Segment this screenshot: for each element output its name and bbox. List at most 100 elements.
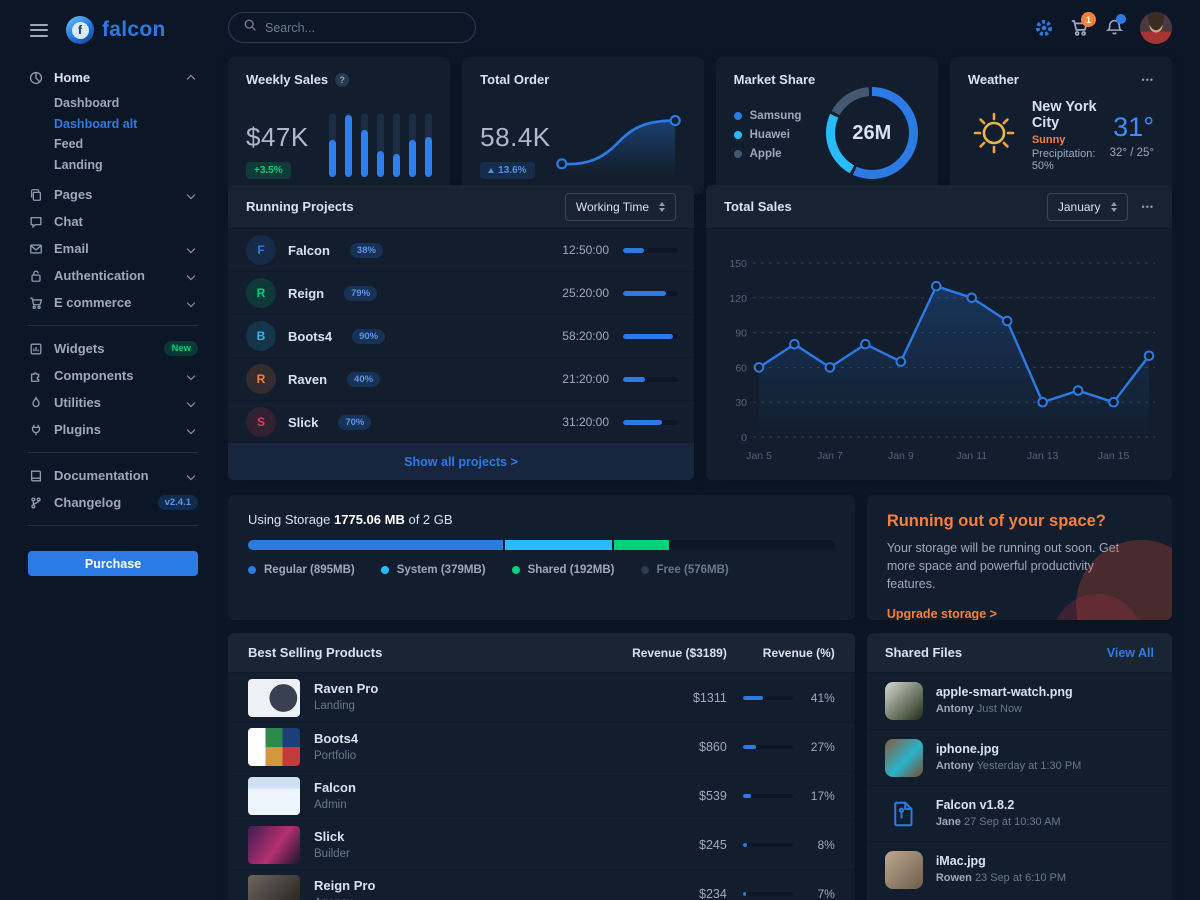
file-name-link[interactable]: iMac.jpg	[935, 853, 986, 868]
sidebar-item-landing[interactable]: Landing	[54, 157, 103, 172]
project-name-link[interactable]: Raven	[288, 371, 328, 387]
version-badge: v2.4.1	[157, 495, 198, 510]
product-category: Builder	[314, 847, 350, 860]
product-name-link[interactable]: Raven Pro	[314, 681, 379, 696]
weekly-sales-bar	[377, 113, 385, 177]
legend-item: Apple	[733, 148, 802, 160]
products-files-row: Best Selling Products Revenue ($3189) Re…	[228, 633, 1172, 900]
upgrade-storage-link[interactable]: Upgrade storage >	[886, 607, 997, 620]
sidebar-item-changelog[interactable]: Changelog v2.4.1	[28, 489, 198, 516]
purchase-button[interactable]: Purchase	[28, 551, 198, 576]
product-price: $234	[699, 887, 727, 900]
card-menu-icon[interactable]: •••	[1141, 74, 1154, 85]
sidebar-item-dashboard-alt[interactable]: Dashboard alt	[54, 116, 138, 131]
project-progress-bar	[623, 376, 678, 382]
file-meta: Rowen 23 Sep at 6:10 PM	[935, 871, 1067, 884]
falcon-logo-icon: f	[66, 16, 94, 44]
search-input[interactable]	[265, 20, 461, 35]
show-all-projects-link[interactable]: Show all projects >	[404, 454, 518, 469]
weather-precipitation: Precipitation: 50%	[1031, 147, 1096, 172]
sidebar-item-feed[interactable]: Feed	[54, 137, 84, 151]
running-projects-card: Running Projects Working Time F Falcon 3…	[228, 185, 694, 480]
file-thumbnail	[884, 682, 923, 720]
card-title: Shared Files	[884, 645, 963, 660]
sidebar-item-utilities[interactable]: Utilities	[28, 389, 198, 416]
file-thumbnail	[884, 738, 923, 777]
legend-dot	[380, 566, 389, 574]
svg-text:150: 150	[729, 258, 747, 270]
gear-icon[interactable]	[1034, 18, 1054, 38]
legend-dot	[733, 150, 742, 158]
project-name-link[interactable]: Falcon	[288, 242, 330, 258]
project-name-link[interactable]: Slick	[288, 414, 319, 430]
cart-count-badge: 1	[1081, 12, 1096, 27]
sidebar-item-email[interactable]: Email	[28, 235, 198, 262]
sidebar-item-dashboard[interactable]: Dashboard	[54, 96, 120, 110]
view-all-link[interactable]: View All	[1106, 645, 1154, 660]
info-icon[interactable]: ?	[335, 72, 350, 87]
svg-text:Jan 11: Jan 11	[956, 450, 987, 462]
brand-logo[interactable]: f falcon	[66, 16, 166, 44]
file-thumbnail	[884, 850, 923, 889]
divider	[28, 525, 198, 526]
brand-name: falcon	[102, 18, 166, 41]
sidebar-item-chat[interactable]: Chat	[28, 208, 198, 235]
envelope-icon	[28, 242, 44, 256]
product-name-link[interactable]: Reign Pro	[314, 877, 376, 893]
sidebar-item-ecommerce[interactable]: E commerce	[28, 289, 198, 316]
card-menu-icon[interactable]: •••	[1141, 201, 1154, 212]
project-name-link[interactable]: Boots4	[288, 328, 333, 344]
project-name-link[interactable]: Reign	[288, 285, 325, 301]
svg-text:Jan 9: Jan 9	[888, 450, 914, 462]
product-price: $539	[699, 789, 727, 803]
revenue-progress-bar	[742, 745, 793, 749]
sidebar-item-components[interactable]: Components	[28, 362, 198, 389]
svg-text:30: 30	[735, 397, 747, 409]
project-time: 21:20:00	[562, 372, 609, 386]
svg-text:Jan 15: Jan 15	[1098, 450, 1130, 462]
puzzle-icon	[28, 369, 44, 383]
project-time: 58:20:00	[562, 329, 609, 343]
chevron-down-icon	[186, 371, 196, 380]
file-icon	[885, 795, 923, 833]
weather-card: Weather ••• New York City Sunny Precipit…	[949, 57, 1172, 194]
working-time-select[interactable]: Working Time	[564, 192, 676, 221]
user-avatar[interactable]	[1140, 11, 1172, 44]
product-name-link[interactable]: Boots4	[314, 730, 359, 746]
bell-icon[interactable]	[1105, 14, 1126, 37]
menu-toggle-icon[interactable]	[28, 22, 50, 39]
card-title: Total Sales	[724, 199, 792, 214]
month-select[interactable]: January	[1046, 192, 1128, 221]
revenue-progress-bar	[742, 843, 793, 847]
sidebar-item-widgets[interactable]: Widgets New	[28, 335, 198, 362]
select-arrows-icon	[659, 201, 665, 212]
product-percent: 41%	[810, 690, 835, 705]
svg-text:120: 120	[729, 292, 747, 304]
product-name-link[interactable]: Slick	[314, 828, 345, 844]
storage-usage-bar	[248, 540, 835, 550]
storage-segment	[670, 540, 835, 550]
column-header-percent: Revenue (%)	[762, 645, 835, 660]
weekly-sales-bar	[345, 113, 353, 177]
sidebar-item-pages[interactable]: Pages	[28, 181, 198, 208]
cart-icon[interactable]: 1	[1070, 12, 1096, 37]
sidebar-item-authentication[interactable]: Authentication	[28, 262, 198, 289]
project-progress-bar	[623, 333, 678, 339]
sidebar-item-documentation[interactable]: Documentation	[28, 462, 198, 489]
product-percent: 17%	[810, 789, 835, 803]
search-box[interactable]	[228, 12, 476, 43]
total-sales-line-chart: 0 30 60 90 120 150 Jan 5 Jan 7 Jan 9 Jan 11 Jan 13…	[729, 258, 1155, 462]
file-name-link[interactable]: apple-smart-watch.png	[935, 685, 1073, 699]
product-name-link[interactable]: Falcon	[314, 779, 356, 795]
card-title: Total Order	[480, 72, 550, 87]
project-time: 25:20:00	[562, 286, 609, 300]
revenue-progress-bar	[742, 892, 793, 896]
sidebar-item-home[interactable]: Home	[28, 64, 198, 91]
project-percent-badge: 38%	[349, 242, 383, 258]
sidebar-item-plugins[interactable]: Plugins	[28, 416, 198, 443]
card-title: Market Share	[733, 72, 816, 87]
file-name-link[interactable]: iphone.jpg	[935, 741, 999, 756]
file-name-link[interactable]: Falcon v1.8.2	[935, 797, 1015, 812]
product-price: $245	[699, 838, 727, 852]
project-percent-badge: 90%	[352, 328, 386, 344]
